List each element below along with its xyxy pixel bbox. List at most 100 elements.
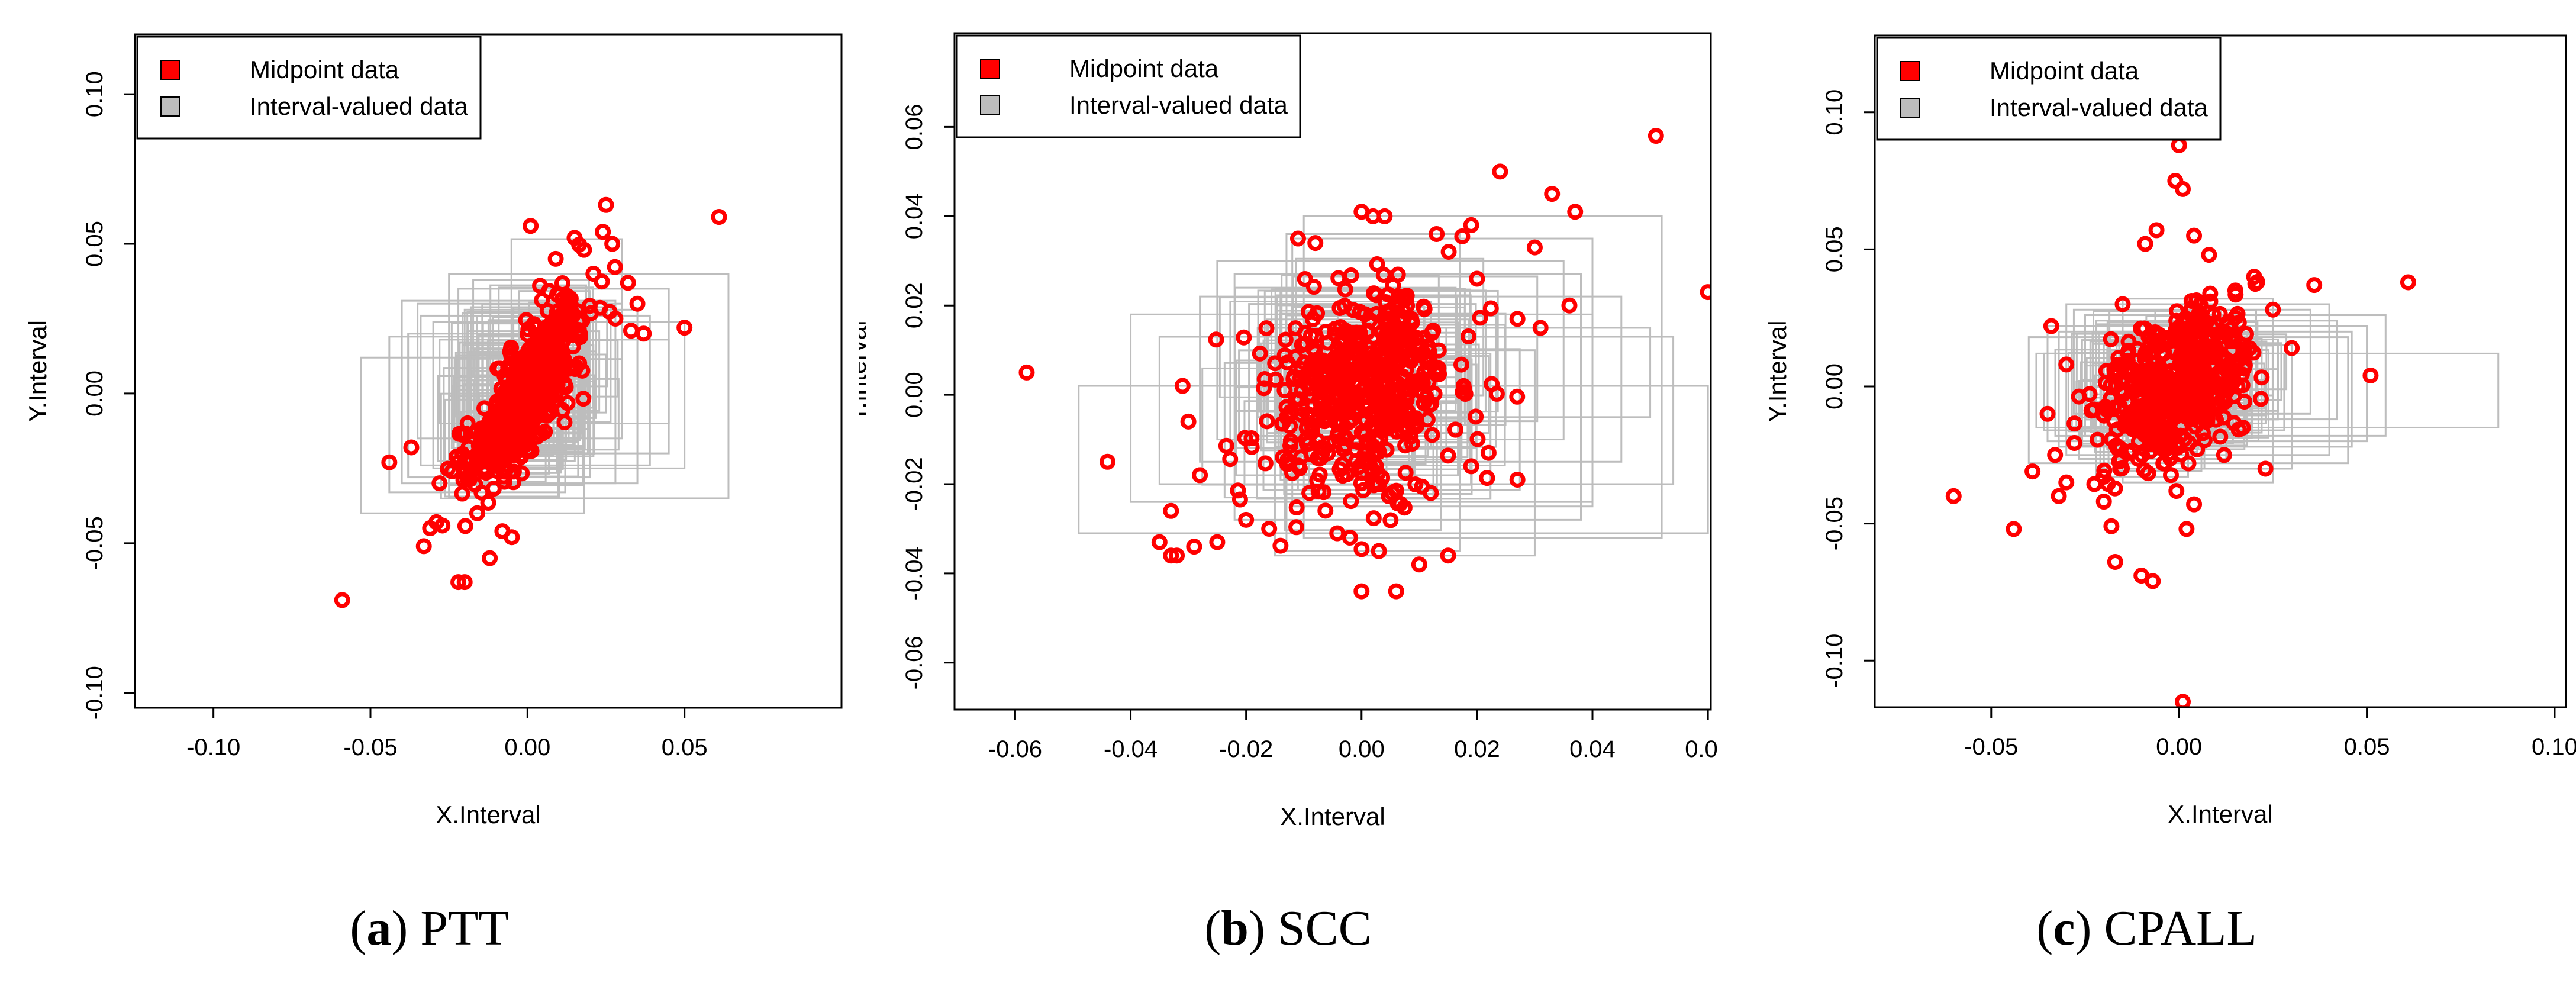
midpoint-point	[1276, 382, 1293, 398]
midpoint-point	[2140, 465, 2156, 482]
y-tick-label: -0.10	[1821, 634, 1848, 688]
midpoint-point	[1457, 385, 1474, 402]
midpoint-point	[1343, 267, 1359, 283]
midpoint-point	[1349, 434, 1366, 450]
midpoint-point	[2006, 521, 2022, 537]
midpoint-point	[1256, 380, 1272, 397]
midpoint-point	[1258, 320, 1275, 337]
midpoint-point	[1395, 418, 1412, 434]
midpoint-point	[1320, 334, 1336, 351]
midpoint-point	[1342, 530, 1358, 546]
midpoint-point	[1288, 519, 1305, 536]
midpoint-point	[2058, 474, 2075, 491]
midpoint-point	[1208, 331, 1224, 348]
midpoint-point	[1403, 311, 1420, 327]
y-tick-label: 0.02	[901, 282, 927, 328]
midpoint-point	[2103, 331, 2119, 347]
midpoint-point	[2235, 419, 2251, 436]
midpoint-point	[2024, 463, 2041, 480]
midpoint-point	[1382, 512, 1399, 528]
midpoint-point	[2202, 285, 2219, 302]
midpoint-point	[2219, 357, 2235, 374]
x-tick-label: -0.05	[1964, 734, 2018, 760]
midpoint-point	[2130, 450, 2146, 467]
midpoint-point	[2143, 381, 2160, 397]
midpoint-point	[1353, 583, 1370, 600]
midpoint-point	[2211, 305, 2228, 322]
legend-interval-swatch	[1900, 98, 1920, 118]
midpoint-point	[499, 442, 515, 459]
midpoint-point	[2129, 341, 2146, 357]
midpoint-point	[2083, 402, 2100, 419]
midpoint-point	[1368, 457, 1384, 474]
legend-interval-swatch	[160, 96, 180, 117]
y-tick-label: 0.04	[901, 193, 927, 239]
midpoint-point	[512, 447, 528, 463]
midpoint-point	[623, 323, 639, 339]
midpoint-point	[1347, 442, 1364, 459]
midpoint-point	[620, 275, 636, 291]
midpoint-point	[2090, 431, 2106, 448]
midpoint-point	[2208, 411, 2224, 428]
midpoint-point	[470, 452, 486, 469]
midpoint-point	[514, 465, 530, 482]
midpoint-point	[1394, 290, 1411, 307]
midpoint-point	[1415, 345, 1432, 362]
midpoint-point	[2066, 415, 2083, 432]
x-tick-label: 0.05	[2344, 734, 2390, 760]
midpoint-point	[537, 333, 554, 349]
midpoint-point	[2081, 386, 2098, 402]
midpoint-point	[1301, 435, 1317, 452]
midpoint-point	[2051, 488, 2067, 504]
x-axis-label: X.Interval	[436, 801, 540, 829]
midpoint-point	[1379, 363, 1395, 380]
midpoint-point	[1230, 482, 1246, 499]
midpoint-point	[490, 420, 507, 437]
y-tick-label: 0.00	[82, 370, 108, 417]
midpoint-point	[2155, 455, 2172, 472]
midpoint-point	[1261, 520, 1278, 537]
midpoint-point	[2183, 292, 2200, 309]
midpoint-point	[2108, 437, 2124, 454]
midpoint-point	[2171, 137, 2187, 153]
midpoint-point	[1301, 380, 1318, 397]
midpoint-point	[1018, 364, 1035, 381]
midpoint-point	[1275, 449, 1291, 466]
midpoint-point	[2066, 434, 2082, 451]
midpoint-point	[2223, 342, 2240, 359]
midpoint-point	[2114, 296, 2131, 312]
midpoint-point	[575, 391, 592, 407]
legend-midpoint-swatch	[980, 59, 1000, 79]
x-tick-label: -0.06	[988, 736, 1042, 762]
midpoint-point	[1429, 226, 1445, 243]
midpoint-point	[1267, 355, 1284, 372]
midpoint-point	[1317, 502, 1334, 519]
midpoint-point	[1209, 534, 1226, 550]
midpoint-point	[2096, 462, 2113, 479]
midpoint-point	[2189, 441, 2206, 457]
midpoint-point	[2148, 222, 2165, 239]
x-tick-label: 0.00	[504, 734, 550, 760]
midpoint-point	[2058, 356, 2075, 373]
midpoint-point	[500, 359, 517, 375]
midpoint-point	[2137, 236, 2153, 252]
midpoint-point	[1294, 401, 1310, 417]
y-axis-label: Y.Interval	[24, 320, 51, 422]
midpoint-point	[2362, 367, 2379, 383]
y-tick-label: -0.04	[901, 546, 927, 600]
legend-midpoint-swatch	[1900, 61, 1920, 81]
midpoint-point	[1218, 437, 1234, 454]
midpoint-point	[1357, 306, 1374, 323]
midpoint-point	[528, 428, 545, 445]
midpoint-point	[2257, 460, 2274, 477]
midpoint-point	[2306, 277, 2323, 294]
plot-area	[334, 196, 730, 608]
plot-area	[1018, 128, 1711, 600]
midpoint-point	[532, 278, 549, 294]
midpoint-point	[1463, 217, 1479, 233]
midpoint-point	[1282, 437, 1298, 454]
midpoint-point	[1561, 297, 1578, 314]
midpoint-point	[1297, 271, 1313, 288]
midpoint-point	[511, 414, 528, 431]
midpoint-point	[2191, 413, 2208, 430]
